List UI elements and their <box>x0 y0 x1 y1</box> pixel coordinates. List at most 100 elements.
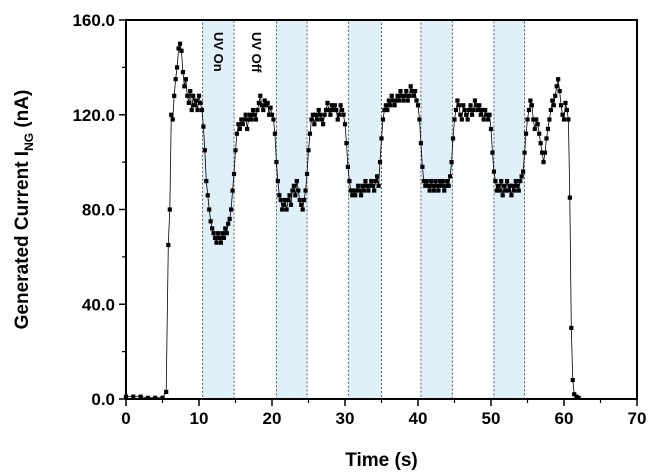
data-point <box>458 112 463 117</box>
data-point <box>339 107 345 113</box>
data-point <box>395 93 400 98</box>
data-point <box>427 188 432 193</box>
data-point <box>243 112 248 117</box>
data-point <box>138 394 143 399</box>
data-point <box>344 141 349 146</box>
data-point <box>272 131 278 136</box>
data-point <box>459 117 464 122</box>
data-point <box>360 183 365 188</box>
data-point <box>418 141 424 146</box>
data-point <box>570 377 575 383</box>
data-point <box>160 395 165 400</box>
data-point <box>423 183 428 188</box>
x-tick-label: 0 <box>121 409 130 428</box>
data-point <box>265 100 270 106</box>
data-point <box>164 389 169 394</box>
data-point <box>465 117 470 122</box>
x-tick-label: 30 <box>336 409 355 428</box>
data-point <box>328 112 333 117</box>
data-point <box>481 117 486 122</box>
data-point <box>370 183 375 188</box>
data-point <box>322 112 327 117</box>
data-point <box>245 126 250 132</box>
data-point <box>540 150 545 155</box>
data-point <box>310 112 315 117</box>
data-point <box>341 112 346 117</box>
data-point <box>440 178 445 184</box>
data-point <box>220 231 225 236</box>
data-point <box>179 48 184 53</box>
data-point <box>388 103 393 108</box>
data-point <box>455 98 460 103</box>
x-tick-label: 40 <box>409 409 428 428</box>
y-tick-label: 80.0 <box>82 201 115 220</box>
data-point <box>394 98 399 103</box>
data-point <box>248 112 253 117</box>
data-point <box>532 126 537 132</box>
data-point <box>391 98 396 103</box>
data-point <box>297 197 302 203</box>
data-point <box>421 178 426 184</box>
data-point <box>369 178 374 184</box>
data-point <box>361 188 367 193</box>
data-point <box>326 107 332 113</box>
data-point <box>503 188 508 193</box>
data-point <box>290 188 295 193</box>
data-point <box>392 103 397 108</box>
data-point <box>410 88 415 94</box>
data-point <box>382 107 387 113</box>
data-point <box>303 188 308 193</box>
data-point <box>345 164 351 169</box>
data-point <box>363 178 368 184</box>
data-point <box>563 100 568 106</box>
data-point <box>534 117 539 122</box>
data-point <box>456 103 461 108</box>
data-point <box>493 178 498 184</box>
data-point <box>513 178 518 184</box>
data-point <box>558 103 564 108</box>
y-axis-ticks: 0.0 40.0 80.0 120.0 160.0 <box>72 11 126 409</box>
data-point <box>167 207 172 212</box>
data-point <box>553 93 558 98</box>
data-point <box>145 395 150 400</box>
data-point <box>266 112 272 117</box>
data-point <box>554 84 559 89</box>
data-point <box>284 207 289 212</box>
data-point <box>373 178 378 184</box>
data-point <box>269 112 275 117</box>
y-tick-label: 40.0 <box>82 295 115 314</box>
data-point <box>383 103 388 108</box>
data-point <box>494 188 499 193</box>
data-point <box>523 131 529 136</box>
data-point <box>550 98 555 103</box>
data-point <box>430 183 435 188</box>
data-point <box>353 193 358 198</box>
data-point <box>467 107 472 113</box>
data-point <box>337 112 342 117</box>
x-tick-label: 70 <box>628 409 647 428</box>
data-point <box>398 88 403 94</box>
data-point <box>354 188 359 193</box>
data-point <box>496 183 501 188</box>
data-point <box>442 188 447 193</box>
data-point <box>477 103 482 108</box>
data-point <box>364 183 369 188</box>
data-point <box>566 117 571 122</box>
data-point <box>229 207 234 212</box>
data-point <box>166 242 171 248</box>
data-point <box>561 117 567 122</box>
data-point <box>529 103 534 108</box>
data-point <box>490 150 495 155</box>
data-point <box>379 136 384 141</box>
data-point <box>518 178 523 184</box>
data-point <box>296 188 301 193</box>
data-point <box>201 124 206 129</box>
x-tick-label: 10 <box>190 409 209 428</box>
data-point <box>312 122 317 127</box>
data-point <box>548 107 553 113</box>
data-point <box>449 160 454 165</box>
data-point <box>271 117 276 122</box>
data-point <box>280 207 285 212</box>
data-point <box>196 93 202 98</box>
data-point <box>233 148 238 153</box>
